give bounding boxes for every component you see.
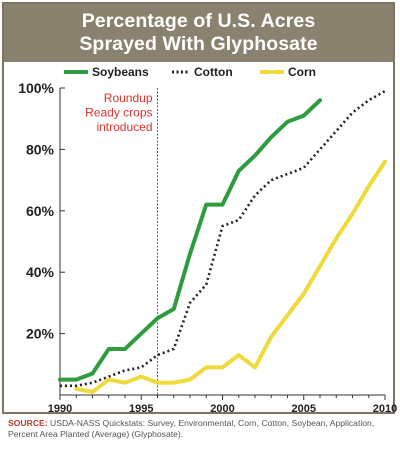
y-tick-label: 40%	[26, 264, 55, 280]
series-line-corn	[74, 159, 387, 394]
legend-swatch-corn	[260, 70, 284, 74]
series-line-soybeans	[58, 98, 322, 382]
legend-item-soybeans: Soybeans	[64, 65, 149, 79]
x-tick-label: 1995	[129, 403, 153, 415]
annotation-text: Roundup	[104, 91, 153, 105]
title-bar: Percentage of U.S. Acres Sprayed With Gl…	[4, 4, 393, 62]
y-tick-label: 100%	[18, 80, 54, 96]
source-label: SOURCE:	[8, 418, 48, 428]
y-tick-label: 60%	[26, 203, 55, 219]
source-note: SOURCE: USDA-NASS Quickstats: Survey, En…	[8, 418, 396, 440]
y-tick-label: 20%	[26, 326, 55, 342]
y-tick-label: 80%	[26, 141, 55, 157]
chart-title-line-1: Percentage of U.S. Acres	[81, 10, 316, 32]
legend-label-soybeans: Soybeans	[92, 65, 149, 79]
legend-item-corn: Corn	[260, 65, 316, 79]
annotation-text: introduced	[96, 120, 152, 134]
legend-label-corn: Corn	[288, 65, 316, 79]
x-tick-label: 1990	[48, 403, 72, 415]
line-chart: 20% 40% 60% 80% 100% 1990 1995 2000 2005 2010 Roun…	[18, 80, 397, 415]
legend-item-cotton: Cotton	[172, 65, 233, 79]
x-tick-label: 2000	[210, 403, 234, 415]
x-tick-label: 2005	[292, 403, 316, 415]
legend-label-cotton: Cotton	[194, 65, 233, 79]
chart-frame: Percentage of U.S. Acres Sprayed With Gl…	[2, 2, 395, 414]
annotation-text: Ready crops	[85, 106, 152, 120]
series-line-cotton	[60, 89, 386, 388]
legend-swatch-soybeans	[64, 70, 88, 74]
chart-title-line-2: Sprayed With Glyphosate	[79, 33, 318, 55]
x-tick-label: 2010	[373, 403, 397, 415]
legend-swatch-cotton	[172, 70, 190, 74]
source-text: USDA-NASS Quickstats: Survey, Environmen…	[8, 418, 375, 439]
legend: Soybeans Cotton Corn	[60, 65, 390, 79]
